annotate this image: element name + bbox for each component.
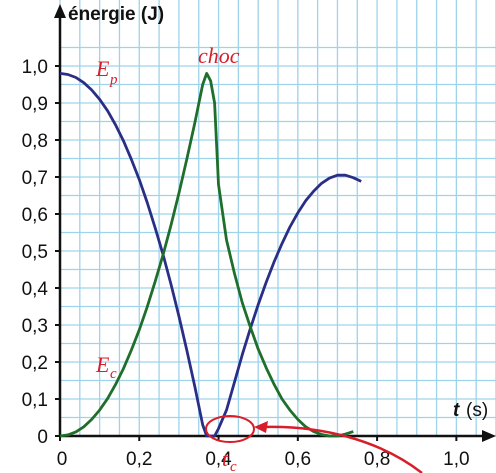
tc-arrow-head xyxy=(254,421,268,433)
y-tick-label: 0,9 xyxy=(22,94,48,115)
series-line-ec xyxy=(59,72,354,438)
y-tick-label: 0 xyxy=(37,427,48,448)
labels: énergie (J) t (s) E p E c choc t c xyxy=(68,4,488,473)
x-tick-label: 1,0 xyxy=(443,449,469,470)
x-axis-arrow xyxy=(482,430,496,442)
series-line-ep xyxy=(59,72,362,438)
y-axis-arrow xyxy=(54,4,66,18)
tc-annotation: t c xyxy=(222,446,237,473)
axes: 0 0,1 0,2 0,3 0,4 0,5 0,6 0,7 0,8 0,9 1,0 0 0,2 0,4 0,… xyxy=(22,4,496,470)
x-tick-label: 0,4 xyxy=(205,449,232,470)
tc-pointer-arrow xyxy=(261,425,423,473)
ep-label-main: E xyxy=(95,56,110,81)
y-tick-label: 0,4 xyxy=(22,279,49,300)
x-tick-label: 0,8 xyxy=(364,449,390,470)
x-axis-unit: (s) xyxy=(466,400,488,421)
x-axis-variable: t xyxy=(453,400,460,421)
tc-highlight-ellipse xyxy=(205,415,255,443)
y-tick-label: 0,6 xyxy=(22,205,48,226)
x-tick-label: 0 xyxy=(57,449,68,470)
x-tick-label: 0,2 xyxy=(126,449,152,470)
series-layer xyxy=(59,72,362,438)
y-tick-label: 0,8 xyxy=(22,131,48,152)
choc-annotation: choc xyxy=(198,43,240,68)
ep-series-label: E p xyxy=(95,56,118,88)
ec-series-label: E c xyxy=(95,352,117,382)
tc-label-sub: c xyxy=(230,459,237,473)
y-tick-label: 0,3 xyxy=(22,316,48,337)
y-tick-label: 0,2 xyxy=(22,353,48,374)
grid xyxy=(59,0,496,437)
y-tick-label: 0,5 xyxy=(22,242,48,263)
y-tick-label: 1,0 xyxy=(22,57,48,78)
y-tick-label: 0,1 xyxy=(22,390,48,411)
y-tick-label: 0,7 xyxy=(22,168,48,189)
y-axis-title: énergie (J) xyxy=(68,4,164,25)
ep-label-sub: p xyxy=(109,72,118,88)
ec-label-main: E xyxy=(95,352,110,377)
x-tick-label: 0,6 xyxy=(285,449,311,470)
tc-label-main: t xyxy=(222,446,229,471)
ec-label-sub: c xyxy=(110,366,117,382)
